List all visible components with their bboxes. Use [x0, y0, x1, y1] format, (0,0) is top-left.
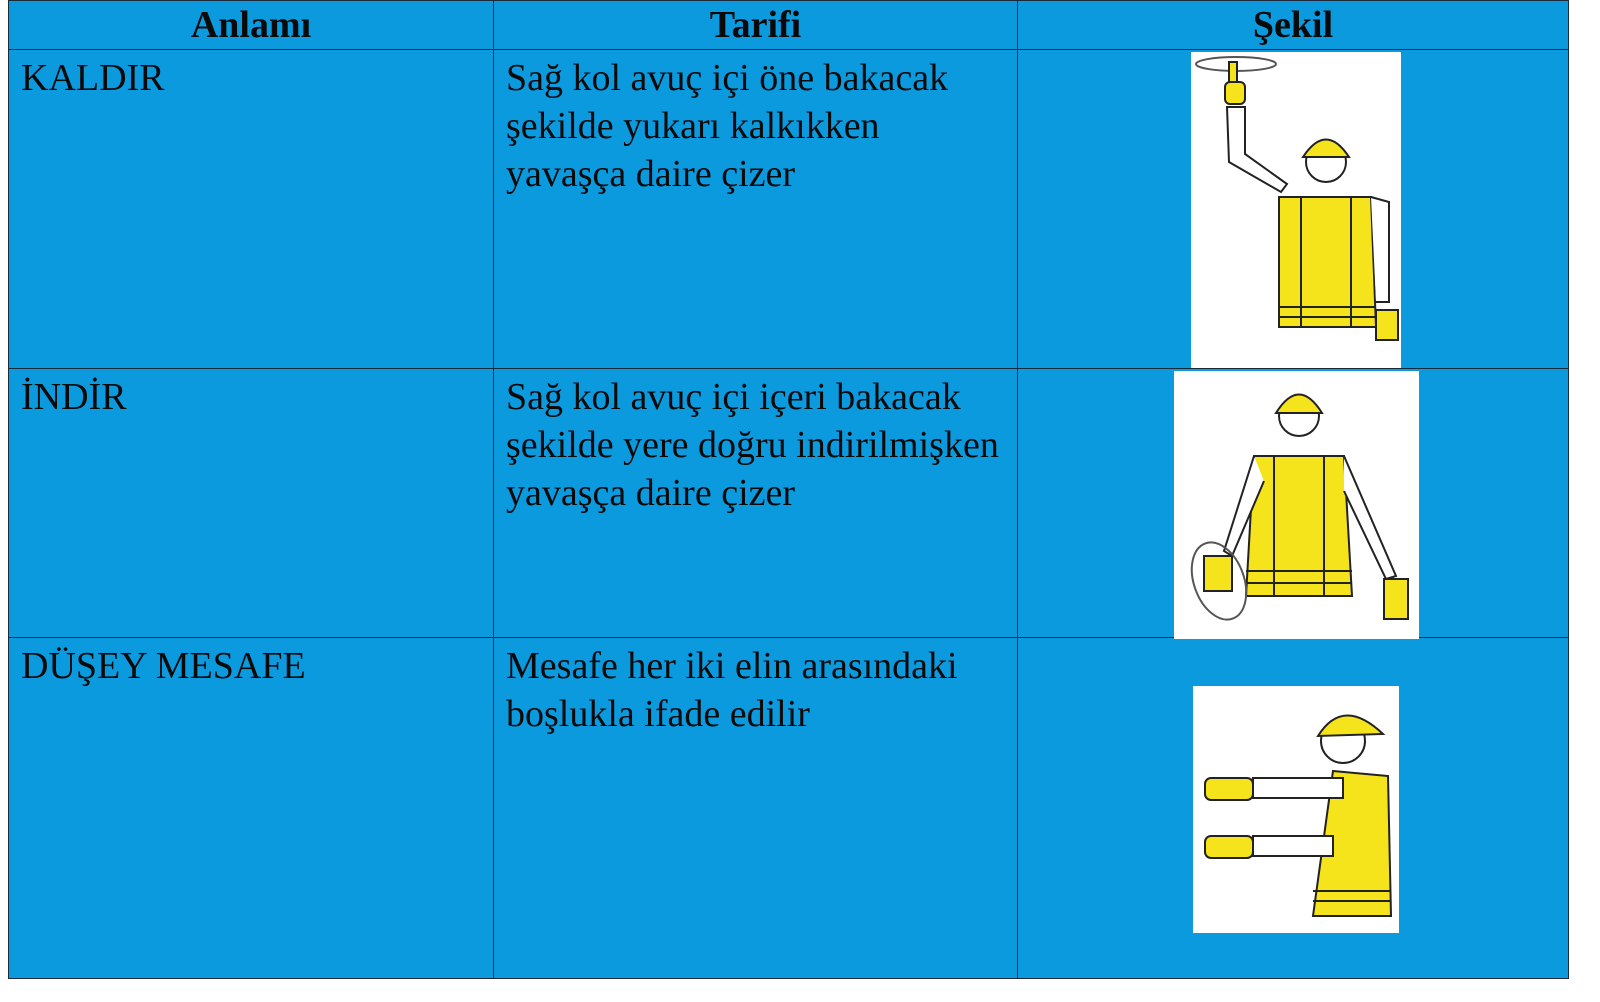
- meaning: DÜŞEY MESAFE: [21, 645, 306, 687]
- meaning-cell: İNDİR: [8, 368, 494, 638]
- description: Sağ kol avuç içi öne bakacak şekilde yuk…: [506, 57, 949, 195]
- header-row: Anlamı Tarifi Şekil: [8, 0, 1569, 50]
- figure-cell: [1017, 637, 1569, 979]
- figure-cell: [1017, 49, 1569, 369]
- description-cell: Sağ kol avuç içi içeri bakacak şekilde y…: [493, 368, 1018, 638]
- row: DÜŞEY MESAFE Mesafe her iki elin arasınd…: [8, 637, 1569, 979]
- row: KALDIR Sağ kol avuç içi öne bakacak şeki…: [8, 49, 1569, 369]
- figure-cell: [1017, 368, 1569, 639]
- signal-table: Anlamı Tarifi Şekil KALDIR Sağ kol avuç …: [8, 0, 1569, 979]
- figure-raise: [1191, 52, 1401, 368]
- description: Sağ kol avuç içi içeri bakacak şekilde y…: [506, 376, 999, 514]
- meaning-cell: KALDIR: [8, 49, 494, 369]
- description: Mesafe her iki elin arasındaki boşlukla …: [506, 645, 958, 735]
- figure-distance: [1193, 686, 1399, 933]
- header-cell: Tarifi: [493, 0, 1018, 50]
- meaning-cell: DÜŞEY MESAFE: [8, 637, 494, 979]
- row: İNDİR Sağ kol avuç içi içeri bakacak şek…: [8, 368, 1569, 639]
- description-cell: Mesafe her iki elin arasındaki boşlukla …: [493, 637, 1018, 979]
- meaning: KALDIR: [21, 57, 165, 99]
- meaning: İNDİR: [21, 376, 127, 418]
- header-cell: Anlamı: [8, 0, 494, 50]
- figure-lower: [1174, 371, 1419, 639]
- header-cell: Şekil: [1017, 0, 1569, 50]
- description-cell: Sağ kol avuç içi öne bakacak şekilde yuk…: [493, 49, 1018, 369]
